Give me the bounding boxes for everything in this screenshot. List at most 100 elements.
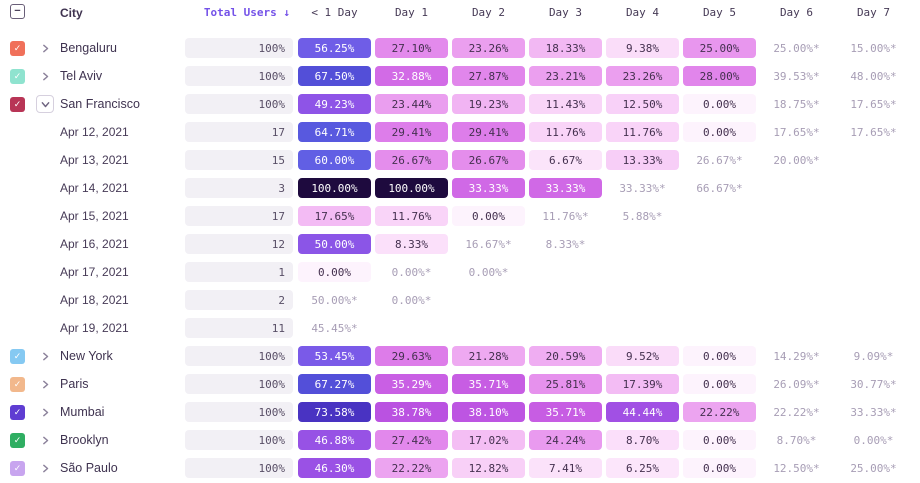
series-checkbox[interactable]: ✓ — [10, 96, 25, 112]
retention-cell[interactable]: 35.71% — [452, 374, 525, 394]
retention-cell[interactable]: 38.10% — [452, 402, 525, 422]
column-header-total-users[interactable]: Total Users ↓ — [203, 6, 290, 19]
retention-cell[interactable]: 0.00% — [452, 206, 525, 226]
column-header-day3[interactable]: Day 3 — [548, 6, 583, 19]
retention-cell[interactable]: 17.65% — [298, 206, 371, 226]
retention-cell[interactable]: 20.59% — [529, 346, 602, 366]
total-users-cell[interactable]: 100% — [185, 346, 293, 366]
retention-cell[interactable]: 21.28% — [452, 346, 525, 366]
retention-cell-incomplete[interactable]: 48.00%* — [850, 69, 897, 83]
retention-cell[interactable]: 12.50% — [606, 94, 679, 114]
retention-cell[interactable]: 11.76% — [529, 122, 602, 142]
retention-cell-incomplete[interactable]: 0.00%* — [391, 265, 432, 279]
retention-cell-incomplete[interactable]: 8.70%* — [776, 433, 817, 447]
retention-cell-incomplete[interactable]: 30.77%* — [850, 377, 897, 391]
retention-cell[interactable]: 17.02% — [452, 430, 525, 450]
retention-cell[interactable]: 0.00% — [683, 430, 756, 450]
retention-cell-incomplete[interactable]: 14.29%* — [773, 349, 820, 363]
retention-cell[interactable]: 28.00% — [683, 66, 756, 86]
series-checkbox[interactable]: ✓ — [10, 376, 25, 392]
total-users-cell[interactable]: 1 — [185, 262, 293, 282]
retention-cell-incomplete[interactable]: 26.09%* — [773, 377, 820, 391]
total-users-cell[interactable]: 3 — [185, 178, 293, 198]
series-checkbox[interactable]: ✓ — [10, 40, 25, 56]
series-checkbox[interactable]: ✓ — [10, 432, 25, 448]
retention-cell[interactable]: 25.81% — [529, 374, 602, 394]
retention-cell[interactable]: 11.76% — [375, 206, 448, 226]
retention-cell[interactable]: 46.30% — [298, 458, 371, 478]
retention-cell-incomplete[interactable]: 66.67%* — [696, 181, 743, 195]
retention-cell[interactable]: 32.88% — [375, 66, 448, 86]
retention-cell[interactable]: 18.33% — [529, 38, 602, 58]
retention-cell[interactable]: 0.00% — [683, 94, 756, 114]
retention-cell-incomplete[interactable]: 5.88%* — [622, 209, 663, 223]
retention-cell-incomplete[interactable]: 0.00%* — [853, 433, 894, 447]
total-users-cell[interactable]: 100% — [185, 94, 293, 114]
retention-cell[interactable]: 25.00% — [683, 38, 756, 58]
series-checkbox[interactable]: ✓ — [10, 348, 25, 364]
retention-cell[interactable]: 11.76% — [606, 122, 679, 142]
series-checkbox[interactable]: ✓ — [10, 404, 25, 420]
retention-cell[interactable]: 9.38% — [606, 38, 679, 58]
retention-cell[interactable]: 60.00% — [298, 150, 371, 170]
retention-cell[interactable]: 100.00% — [298, 178, 371, 198]
retention-cell[interactable]: 64.71% — [298, 122, 371, 142]
retention-cell[interactable]: 67.50% — [298, 66, 371, 86]
retention-cell[interactable]: 33.33% — [452, 178, 525, 198]
retention-cell[interactable]: 23.26% — [452, 38, 525, 58]
retention-cell-incomplete[interactable]: 17.65%* — [850, 125, 897, 139]
total-users-cell[interactable]: 100% — [185, 458, 293, 478]
retention-cell[interactable]: 49.23% — [298, 94, 371, 114]
total-users-cell[interactable]: 100% — [185, 66, 293, 86]
retention-cell[interactable]: 67.27% — [298, 374, 371, 394]
chevron-right-icon[interactable] — [36, 431, 54, 449]
series-checkbox[interactable]: ✓ — [10, 460, 25, 476]
retention-cell[interactable]: 22.22% — [375, 458, 448, 478]
select-all-checkbox[interactable]: − — [10, 4, 25, 19]
total-users-cell[interactable]: 12 — [185, 234, 293, 254]
series-checkbox[interactable]: ✓ — [10, 68, 25, 84]
retention-cell[interactable]: 44.44% — [606, 402, 679, 422]
retention-cell[interactable]: 35.71% — [529, 402, 602, 422]
retention-cell[interactable]: 8.33% — [375, 234, 448, 254]
retention-cell[interactable]: 53.45% — [298, 346, 371, 366]
retention-cell-incomplete[interactable]: 18.75%* — [773, 97, 820, 111]
retention-cell[interactable]: 11.43% — [529, 94, 602, 114]
retention-cell[interactable]: 73.58% — [298, 402, 371, 422]
retention-cell-incomplete[interactable]: 25.00%* — [850, 461, 897, 475]
retention-cell[interactable]: 6.25% — [606, 458, 679, 478]
retention-cell[interactable]: 33.33% — [529, 178, 602, 198]
retention-cell[interactable]: 29.41% — [375, 122, 448, 142]
total-users-cell[interactable]: 100% — [185, 402, 293, 422]
retention-cell[interactable]: 38.78% — [375, 402, 448, 422]
column-header-day2[interactable]: Day 2 — [471, 6, 506, 19]
retention-cell[interactable]: 13.33% — [606, 150, 679, 170]
retention-cell-incomplete[interactable]: 15.00%* — [850, 41, 897, 55]
retention-cell[interactable]: 23.26% — [606, 66, 679, 86]
chevron-right-icon[interactable] — [36, 67, 54, 85]
retention-cell[interactable]: 6.67% — [529, 150, 602, 170]
chevron-right-icon[interactable] — [36, 39, 54, 57]
total-users-cell[interactable]: 100% — [185, 374, 293, 394]
retention-cell[interactable]: 27.87% — [452, 66, 525, 86]
retention-cell[interactable]: 27.42% — [375, 430, 448, 450]
column-header-day5[interactable]: Day 5 — [702, 6, 737, 19]
retention-cell[interactable]: 22.22% — [683, 402, 756, 422]
retention-cell-incomplete[interactable]: 0.00%* — [468, 265, 509, 279]
retention-cell[interactable]: 9.52% — [606, 346, 679, 366]
total-users-cell[interactable]: 15 — [185, 150, 293, 170]
retention-cell-incomplete[interactable]: 17.65%* — [773, 125, 820, 139]
column-header-city[interactable]: City — [60, 6, 83, 20]
retention-cell[interactable]: 0.00% — [298, 262, 371, 282]
retention-cell-incomplete[interactable]: 8.33%* — [545, 237, 586, 251]
retention-cell[interactable]: 26.67% — [452, 150, 525, 170]
retention-cell[interactable]: 0.00% — [683, 346, 756, 366]
retention-cell[interactable]: 29.63% — [375, 346, 448, 366]
retention-cell-incomplete[interactable]: 11.76%* — [542, 209, 589, 223]
chevron-down-icon[interactable] — [36, 95, 54, 113]
retention-cell[interactable]: 12.82% — [452, 458, 525, 478]
total-users-cell[interactable]: 17 — [185, 122, 293, 142]
column-header-day7[interactable]: Day 7 — [856, 6, 891, 19]
retention-cell[interactable]: 19.23% — [452, 94, 525, 114]
column-header-day6[interactable]: Day 6 — [779, 6, 814, 19]
